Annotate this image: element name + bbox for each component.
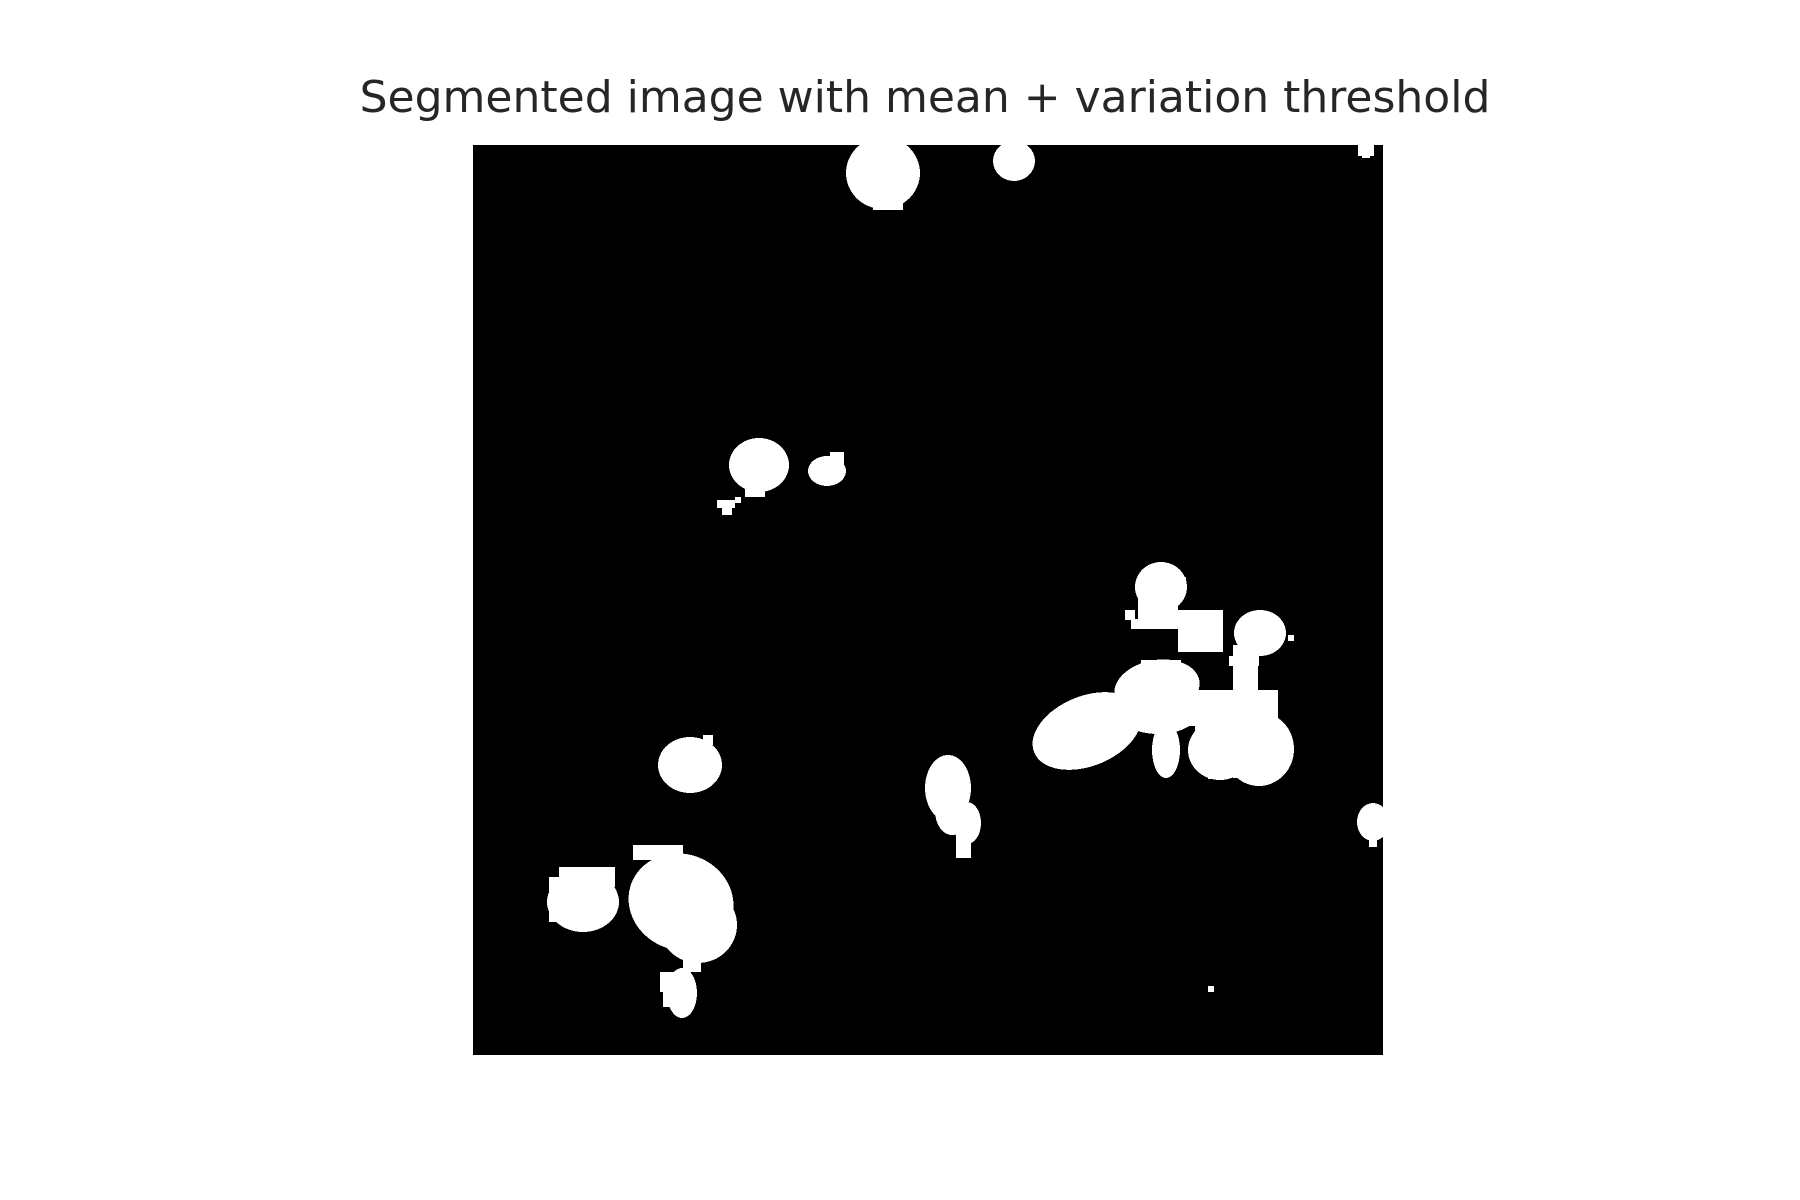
blob <box>1153 572 1159 580</box>
blob <box>658 737 722 793</box>
blob <box>1152 722 1180 778</box>
blob <box>1208 773 1220 779</box>
blob <box>1176 577 1186 587</box>
blob <box>1131 619 1186 629</box>
segmented-image <box>473 145 1383 1055</box>
blob <box>717 500 735 508</box>
blob <box>1362 153 1370 158</box>
blob <box>735 497 741 503</box>
blob <box>873 200 903 210</box>
blob <box>660 972 678 992</box>
blob <box>633 845 683 860</box>
blob <box>703 735 713 745</box>
blob <box>663 990 687 1007</box>
blob <box>993 145 1035 181</box>
segmentation-mask <box>473 145 1383 1055</box>
blob <box>1369 837 1377 847</box>
blob <box>559 867 615 887</box>
blob <box>1288 635 1294 641</box>
blob <box>745 487 765 497</box>
blob <box>1032 692 1142 770</box>
blob <box>1234 610 1286 656</box>
figure-title: Segmented image with mean + variation th… <box>359 72 1491 123</box>
blob <box>1178 610 1223 652</box>
blob <box>935 787 969 835</box>
blob <box>659 887 737 963</box>
blob <box>1357 803 1383 841</box>
mask-background <box>473 145 1383 1055</box>
blob <box>683 942 701 972</box>
blob <box>729 438 789 492</box>
blob <box>1224 712 1294 786</box>
blob <box>1125 610 1135 620</box>
blob <box>1116 686 1200 734</box>
blob <box>1208 986 1214 992</box>
blob <box>956 825 971 858</box>
blob <box>1229 656 1259 666</box>
blob <box>722 506 732 515</box>
blob <box>830 452 844 464</box>
blob <box>1358 145 1374 156</box>
blob <box>846 145 920 209</box>
